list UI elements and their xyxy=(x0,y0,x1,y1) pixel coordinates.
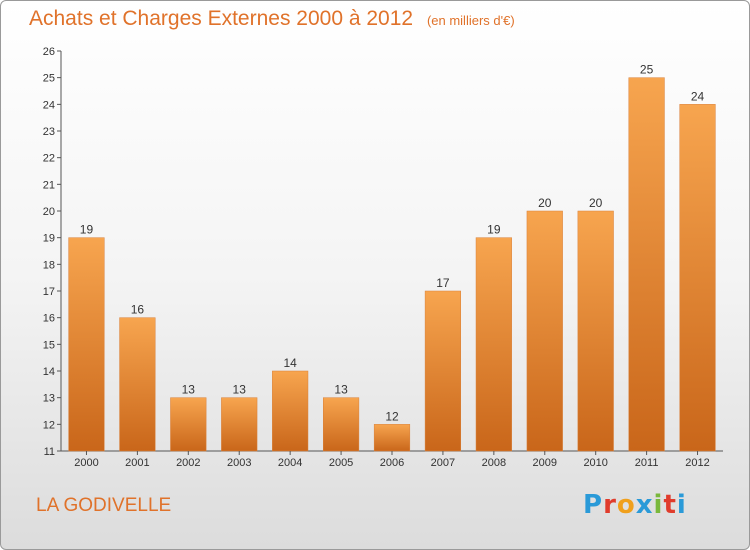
bar-value-label: 13 xyxy=(233,383,247,397)
chart-subtitle: (en milliers d'€) xyxy=(426,13,515,28)
x-tick-label: 2008 xyxy=(482,457,506,469)
bar-value-label: 20 xyxy=(538,196,552,210)
y-tick-label: 24 xyxy=(43,99,55,111)
bar xyxy=(526,210,563,452)
chart-title: Achats et Charges Externes 2000 à 2012 (… xyxy=(29,7,515,31)
y-tick-label: 19 xyxy=(43,233,55,245)
bar-value-label: 25 xyxy=(640,63,654,77)
x-tick-label: 2006 xyxy=(380,457,404,469)
x-tick-label: 2005 xyxy=(329,457,353,469)
chart-title-text: Achats et Charges Externes 2000 à 2012 xyxy=(29,7,414,30)
bar xyxy=(577,210,614,452)
bar xyxy=(628,77,665,452)
bar xyxy=(68,237,105,452)
y-tick-label: 22 xyxy=(43,153,55,165)
logo-letter: r xyxy=(603,490,617,520)
logo-letter: i xyxy=(676,490,687,520)
y-tick-label: 13 xyxy=(43,393,55,405)
bar-value-label: 19 xyxy=(487,223,501,237)
x-tick-label: 2000 xyxy=(74,457,98,469)
logo-letter: x xyxy=(635,490,654,520)
logo-letter: i xyxy=(653,490,664,520)
y-tick-label: 20 xyxy=(43,206,55,218)
bar xyxy=(475,237,512,452)
bar xyxy=(323,397,360,452)
bar-value-label: 17 xyxy=(436,276,450,290)
y-tick-label: 17 xyxy=(43,286,55,298)
y-tick-label: 16 xyxy=(43,313,55,325)
x-tick-label: 2007 xyxy=(431,457,455,469)
x-tick-label: 2010 xyxy=(583,457,607,469)
x-tick-label: 2004 xyxy=(278,457,302,469)
y-tick-label: 12 xyxy=(43,419,55,431)
bar-value-label: 20 xyxy=(589,196,603,210)
x-tick-label: 2003 xyxy=(227,457,251,469)
bar-value-label: 12 xyxy=(385,409,399,423)
bar-value-label: 24 xyxy=(691,89,705,103)
y-tick-label: 25 xyxy=(43,73,55,85)
bar-value-label: 19 xyxy=(80,223,94,237)
y-tick-label: 23 xyxy=(43,126,55,138)
bar xyxy=(424,290,461,452)
y-tick-label: 15 xyxy=(43,339,55,351)
bar xyxy=(221,397,258,452)
y-tick-label: 21 xyxy=(43,179,55,191)
bar xyxy=(170,397,207,452)
bar-value-label: 14 xyxy=(283,356,297,370)
bar xyxy=(373,424,411,452)
x-tick-label: 2002 xyxy=(176,457,200,469)
bar-value-label: 13 xyxy=(334,383,348,397)
x-tick-label: 2011 xyxy=(635,457,659,469)
bar xyxy=(272,370,309,452)
logo-letter: t xyxy=(663,490,677,520)
bar-value-label: 16 xyxy=(131,303,145,317)
bar-value-label: 13 xyxy=(182,383,196,397)
bar xyxy=(679,104,716,452)
y-tick-label: 11 xyxy=(44,446,55,458)
bar xyxy=(119,317,156,452)
proxiti-logo: Proxiti xyxy=(583,490,687,520)
x-tick-label: 2001 xyxy=(125,457,149,469)
y-tick-label: 14 xyxy=(43,366,55,378)
x-tick-label: 2012 xyxy=(685,457,709,469)
y-tick-label: 26 xyxy=(43,46,55,58)
x-tick-label: 2009 xyxy=(533,457,557,469)
logo-letter: o xyxy=(616,490,636,520)
location-label: LA GODIVELLE xyxy=(36,495,172,516)
logo-letter: P xyxy=(583,490,604,520)
y-tick-label: 18 xyxy=(43,259,55,271)
